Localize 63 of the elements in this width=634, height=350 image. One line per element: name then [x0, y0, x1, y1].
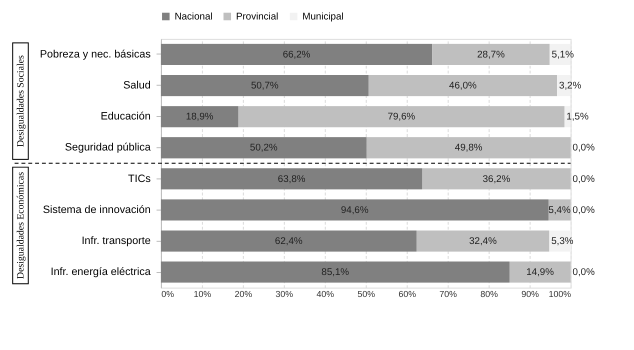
data-label: 5,4%: [548, 204, 571, 216]
y-tick-label: Infr. energía eléctrica: [50, 266, 151, 278]
bar: [432, 44, 550, 66]
data-label: 50,7%: [250, 80, 279, 92]
data-label: 3,2%: [559, 80, 582, 92]
bar: [160, 230, 417, 252]
y-tick-label: Seguridad pública: [64, 142, 151, 154]
data-label: 0,0%: [572, 142, 596, 154]
bar: [160, 106, 238, 128]
bar: [160, 137, 367, 158]
x-tick-label: 20%: [234, 288, 252, 299]
x-tick-label: 30%: [276, 288, 294, 299]
bar: [366, 137, 571, 158]
x-tick-label: 90%: [521, 288, 540, 299]
data-label: 18,9%: [186, 112, 214, 123]
text: Desigualdades Económicas: [15, 172, 26, 279]
x-tick-label: 40%: [316, 288, 334, 299]
x-tick-label: 50%: [357, 288, 376, 299]
data-label: 14,9%: [526, 267, 554, 278]
x-tick-label: 10%: [194, 288, 212, 299]
y-tick-label: Infr. transporte: [82, 234, 151, 247]
bar: [160, 199, 548, 220]
bar: [238, 106, 564, 128]
data-label: 1,5%: [566, 112, 589, 123]
bar: [160, 262, 510, 283]
x-tick-label: 60%: [398, 288, 416, 299]
bar: [368, 74, 558, 96]
data-label: 5,3%: [551, 236, 574, 247]
data-label: 28,7%: [477, 49, 506, 60]
x-tick-label: 70%: [439, 288, 458, 299]
data-label: 94,6%: [340, 204, 369, 216]
bar: [160, 74, 369, 96]
data-label: 85,1%: [321, 267, 350, 278]
data-label: 0,0%: [572, 204, 596, 216]
data-label: 62,4%: [274, 236, 303, 247]
data-label: 63,8%: [278, 174, 306, 185]
legend-label: Provincial: [236, 11, 278, 22]
data-label: 66,2%: [282, 49, 311, 60]
y-tick-label: Salud: [123, 79, 151, 92]
data-label: 32,4%: [469, 236, 498, 247]
x-tick-label: 80%: [480, 288, 498, 299]
bar: [416, 230, 550, 252]
bar: [160, 44, 432, 66]
y-tick-label: TICs: [128, 172, 151, 185]
data-label: 79,6%: [388, 112, 416, 123]
x-tick-label: 0%: [161, 288, 174, 299]
data-label: 0,0%: [572, 174, 596, 185]
bar: [510, 262, 571, 283]
data-label: 5,1%: [552, 49, 574, 60]
x-tick-label: 100%: [548, 288, 572, 299]
text: Desigualdades Sociales: [15, 55, 26, 148]
y-tick-label: Pobreza y nec. básicas: [40, 48, 151, 60]
legend-label: Nacional: [174, 11, 213, 22]
legend-label: Municipal: [302, 11, 344, 22]
y-tick-label: Educación: [100, 110, 151, 123]
data-label: 0,0%: [572, 267, 596, 278]
data-label: 46,0%: [449, 80, 478, 92]
bar: [422, 168, 571, 190]
data-label: 36,2%: [482, 174, 511, 185]
bar: [160, 168, 422, 190]
y-tick-label: Sistema de innovación: [42, 204, 151, 216]
data-label: 50,2%: [250, 142, 278, 154]
data-label: 49,8%: [454, 142, 483, 154]
